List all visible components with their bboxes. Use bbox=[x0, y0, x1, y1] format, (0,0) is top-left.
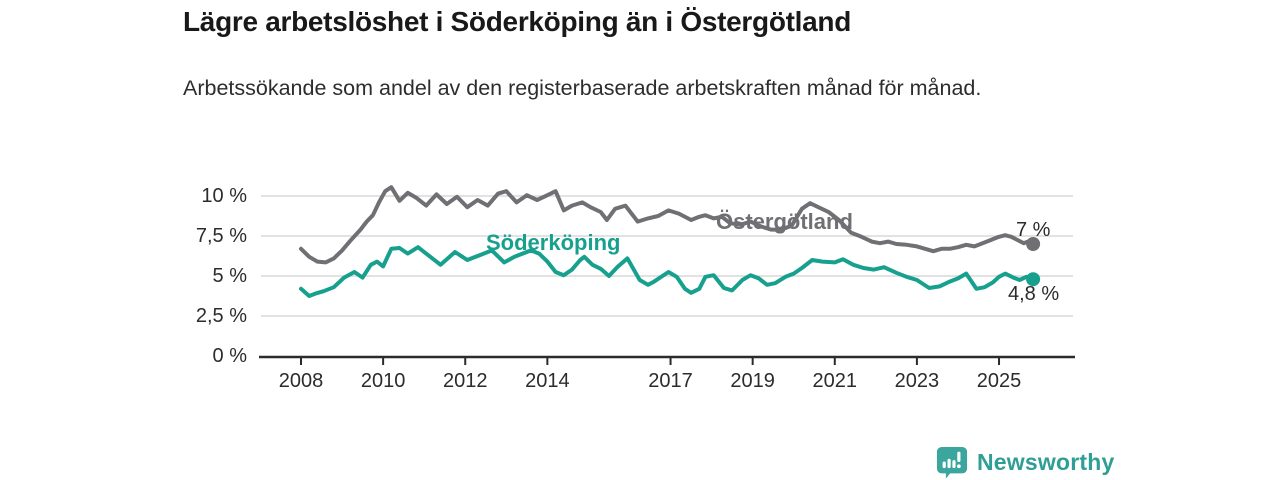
series-end-dot-soderkoping bbox=[1026, 272, 1041, 287]
y-tick-label: 10 % bbox=[201, 185, 247, 207]
end-value-label-soderkoping: 4,8 % bbox=[1008, 283, 1060, 305]
y-tick-label: 5 % bbox=[212, 265, 247, 287]
x-tick-label: 2010 bbox=[360, 370, 406, 392]
y-tick-label: 0 % bbox=[212, 345, 247, 367]
series-label-soderkoping: Söderköping bbox=[486, 230, 621, 255]
chart-title: Lägre arbetslöshet i Söderköping än i Ös… bbox=[183, 6, 852, 37]
y-tick-label: 7,5 % bbox=[195, 225, 247, 247]
series-line-ostergotland bbox=[299, 185, 1036, 265]
series-end-dot-ostergotland bbox=[1026, 237, 1041, 251]
x-tick-label: 2025 bbox=[976, 370, 1022, 392]
chart-subtitle: Arbetssökande som andel av den registerb… bbox=[183, 76, 982, 100]
y-tick-label: 2,5 % bbox=[195, 305, 247, 327]
x-tick-label: 2008 bbox=[278, 370, 324, 392]
x-tick-label: 2017 bbox=[648, 370, 693, 392]
x-tick-label: 2019 bbox=[730, 370, 775, 392]
newsworthy-logo: Newsworthy bbox=[936, 446, 1114, 479]
x-tick-label: 2012 bbox=[442, 370, 488, 392]
newsworthy-logo-icon bbox=[936, 446, 968, 479]
series-label-ostergotland: Östergötland bbox=[716, 209, 853, 234]
series-line-soderkoping bbox=[299, 245, 1036, 298]
x-tick-label: 2021 bbox=[812, 370, 858, 392]
x-tick-label: 2023 bbox=[894, 370, 940, 392]
end-value-label-ostergotland: 7 % bbox=[1016, 219, 1051, 241]
newsworthy-wordmark: Newsworthy bbox=[977, 449, 1115, 475]
logo-bubble-shape bbox=[936, 446, 968, 479]
logo-bar-chart-glyph bbox=[942, 451, 961, 469]
x-tick-label: 2014 bbox=[525, 370, 570, 392]
